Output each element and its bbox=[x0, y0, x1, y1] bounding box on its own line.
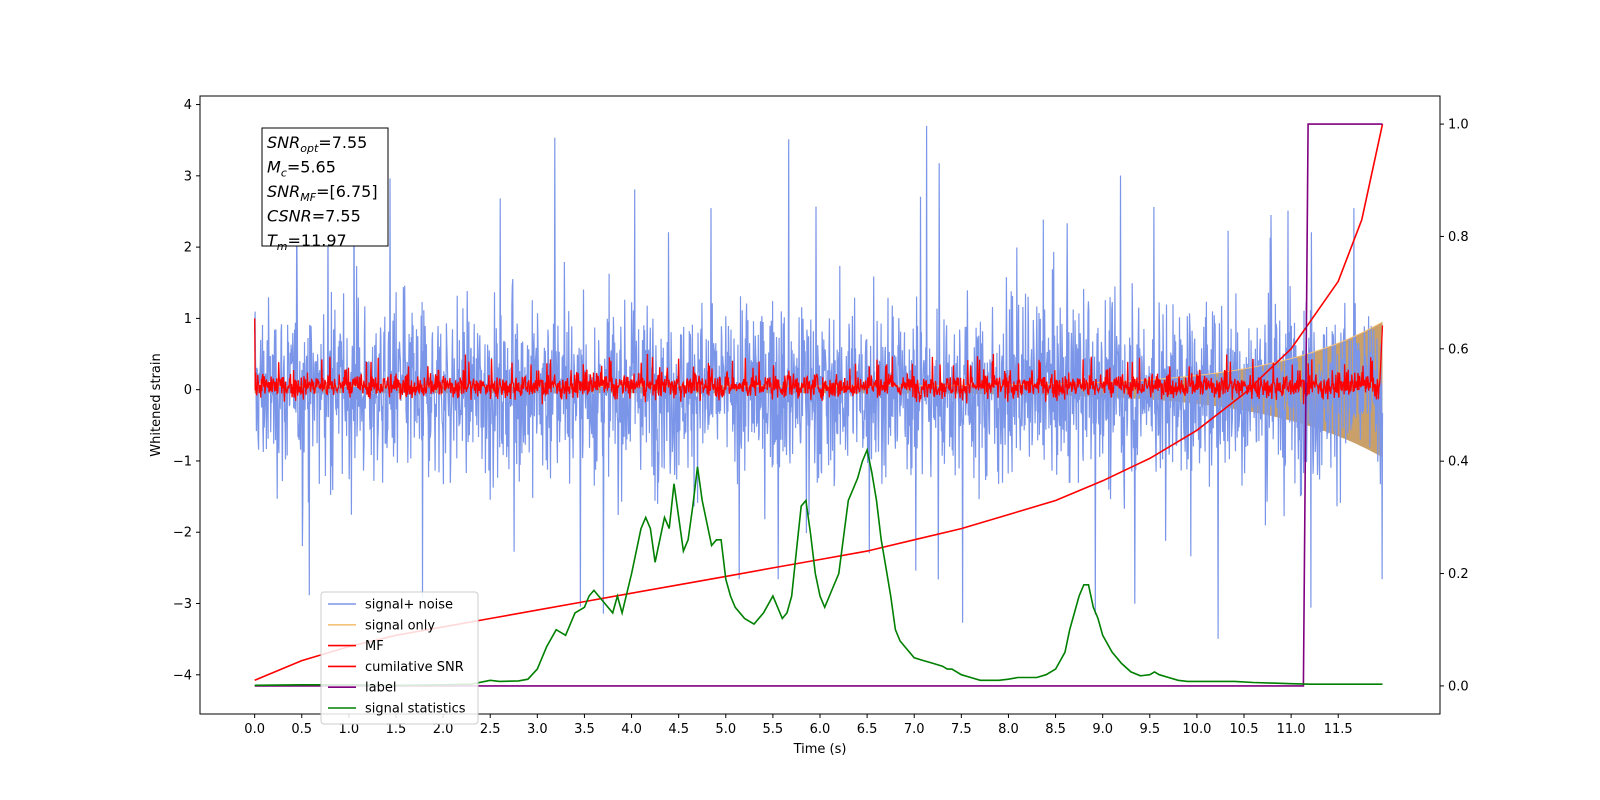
x-tick-label: 9.5 bbox=[1139, 722, 1160, 737]
x-tick-label: 1.5 bbox=[386, 722, 407, 737]
x-tick-label: 5.5 bbox=[763, 722, 784, 737]
y-right-tick-label: 0.6 bbox=[1448, 342, 1469, 357]
x-axis: 0.0 0.5 1.0 1.5 2.0 2.5 3.0 3.5 4.0 4.5 5.0 5.5 6.0 6… bbox=[244, 714, 1353, 737]
x-tick-label: 2.5 bbox=[480, 722, 501, 737]
y-right-tick-label: 1.0 bbox=[1448, 118, 1469, 133]
legend-label: MF bbox=[365, 639, 384, 654]
x-tick-label: 3.0 bbox=[527, 722, 548, 737]
x-tick-label: 8.0 bbox=[998, 722, 1019, 737]
legend-label: signal only bbox=[365, 618, 435, 633]
y-axis-left: −4 −3 −2 −1 0 1 2 3 4 bbox=[173, 98, 200, 683]
signal-noise-line bbox=[254, 125, 1384, 639]
y-right-tick-label: 0.4 bbox=[1448, 455, 1469, 470]
mf-line bbox=[254, 318, 1384, 405]
y-tick-label: 1 bbox=[184, 312, 192, 327]
y-axis-right: 0.0 0.2 0.4 0.6 0.8 1.0 bbox=[1440, 118, 1469, 694]
annotation-line: CSNR=7.55 bbox=[267, 207, 361, 226]
x-tick-label: 5.0 bbox=[715, 722, 736, 737]
y-tick-label: 4 bbox=[184, 98, 192, 113]
legend-label: cumilative SNR bbox=[365, 660, 464, 675]
annotation-line: Tm=11.97 bbox=[267, 231, 347, 253]
annotation-line: Mc=5.65 bbox=[267, 158, 336, 180]
x-tick-label: 11.5 bbox=[1324, 722, 1353, 737]
legend-label: label bbox=[365, 681, 396, 696]
label-line bbox=[254, 123, 1383, 687]
y-tick-label: −4 bbox=[173, 668, 192, 683]
annotation-line: SNRopt=7.55 bbox=[267, 133, 367, 155]
signal-statistics-line bbox=[254, 447, 1383, 687]
annotation-line: SNRMF=[6.75] bbox=[267, 182, 378, 204]
x-tick-label: 8.5 bbox=[1045, 722, 1066, 737]
x-tick-label: 1.0 bbox=[339, 722, 360, 737]
x-tick-label: 2.0 bbox=[433, 722, 454, 737]
x-tick-label: 7.5 bbox=[951, 722, 972, 737]
x-axis-label: Time (s) bbox=[793, 742, 847, 757]
x-tick-label: 0.5 bbox=[291, 722, 312, 737]
legend: signal+ noise signal only MF cumilative SNR… bbox=[320, 591, 479, 725]
x-tick-label: 6.5 bbox=[857, 722, 878, 737]
y-tick-label: −1 bbox=[173, 454, 192, 469]
legend-label: signal+ noise bbox=[365, 598, 453, 613]
x-tick-label: 6.0 bbox=[810, 722, 831, 737]
x-tick-label: 3.5 bbox=[574, 722, 595, 737]
y-tick-label: −3 bbox=[173, 597, 192, 612]
legend-label: signal statistics bbox=[365, 702, 466, 717]
plot-area bbox=[254, 123, 1384, 687]
y-right-tick-label: 0.0 bbox=[1448, 679, 1469, 694]
y-tick-label: 3 bbox=[184, 169, 192, 184]
y-tick-label: 2 bbox=[184, 241, 192, 256]
x-tick-label: 9.0 bbox=[1092, 722, 1113, 737]
y-axis-label: Whitened strain bbox=[149, 353, 164, 456]
x-tick-label: 10.0 bbox=[1182, 722, 1211, 737]
x-tick-label: 0.0 bbox=[244, 722, 265, 737]
x-tick-label: 10.5 bbox=[1230, 722, 1259, 737]
x-tick-label: 7.0 bbox=[904, 722, 925, 737]
y-tick-label: −2 bbox=[173, 526, 192, 541]
y-right-tick-label: 0.2 bbox=[1448, 567, 1469, 582]
x-tick-label: 4.0 bbox=[621, 722, 642, 737]
x-tick-label: 11.0 bbox=[1277, 722, 1306, 737]
y-tick-label: 0 bbox=[184, 383, 192, 398]
y-right-tick-label: 0.8 bbox=[1448, 230, 1469, 245]
legend-frame bbox=[320, 591, 479, 725]
x-tick-label: 4.5 bbox=[668, 722, 689, 737]
annotation-frame bbox=[261, 127, 389, 247]
